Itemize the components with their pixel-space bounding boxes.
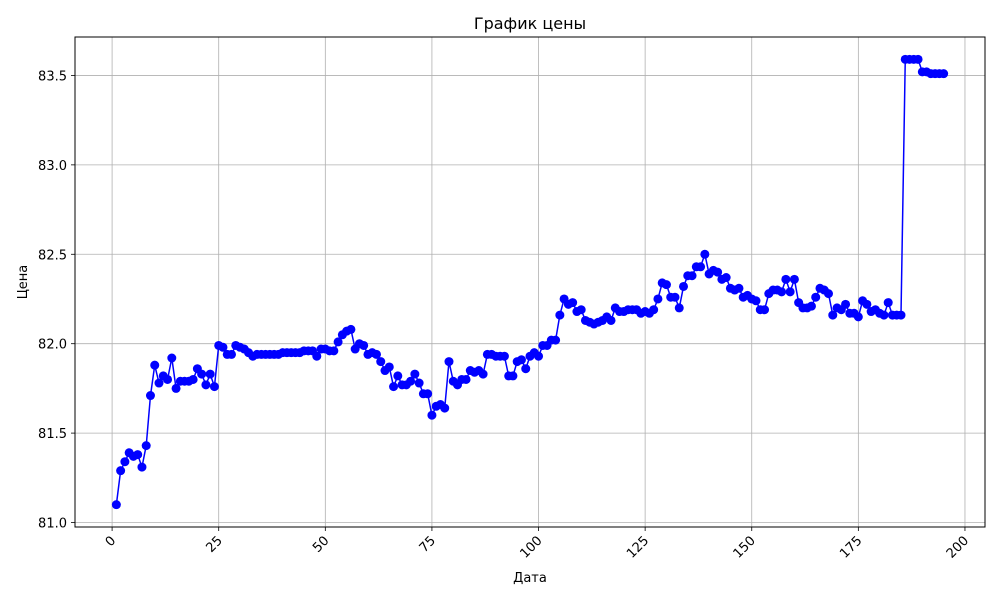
data-point: [576, 305, 586, 315]
data-point: [521, 364, 531, 374]
data-point: [478, 369, 488, 379]
grid: [75, 37, 985, 527]
data-point: [785, 287, 795, 297]
data-point: [167, 353, 177, 363]
data-point: [201, 380, 211, 390]
data-point: [423, 389, 433, 399]
plot-frame: [74, 36, 986, 528]
data-point: [111, 500, 121, 510]
y-axis-label: Цена: [16, 265, 31, 300]
data-point: [777, 287, 787, 297]
data-point: [171, 383, 181, 393]
data-point: [508, 371, 518, 381]
data-point: [781, 274, 791, 284]
data-point: [913, 54, 923, 64]
x-axis-label: Дата: [513, 571, 547, 586]
data-point: [410, 369, 420, 379]
data-point: [427, 410, 437, 420]
y-tick-label: 81.0: [38, 517, 67, 532]
data-point: [551, 335, 561, 345]
chart-title: График цены: [474, 14, 586, 33]
data-point: [406, 376, 416, 386]
data-point: [120, 457, 130, 467]
data-point: [499, 351, 509, 361]
data-point: [534, 351, 544, 361]
data-point: [145, 391, 155, 401]
data-point: [414, 378, 424, 388]
data-point: [444, 357, 454, 367]
data-point: [188, 374, 198, 384]
data-point: [939, 69, 949, 79]
data-point: [359, 340, 369, 350]
data-point: [734, 283, 744, 293]
y-tick-label: 83.0: [38, 159, 67, 174]
data-point: [197, 369, 207, 379]
data-point: [389, 382, 399, 392]
data-point: [883, 298, 893, 308]
data-point: [116, 466, 126, 476]
data-point: [896, 310, 906, 320]
data-point: [661, 280, 671, 290]
y-tick-label: 83.5: [38, 69, 67, 84]
series-points: [111, 54, 949, 510]
data-point: [568, 298, 578, 308]
data-point: [141, 441, 151, 451]
data-point: [841, 299, 851, 309]
data-point: [137, 462, 147, 472]
data-point: [376, 357, 386, 367]
data-point: [806, 301, 816, 311]
data-point: [674, 303, 684, 313]
data-point: [461, 374, 471, 384]
series-price: [111, 54, 949, 510]
y-tick-label: 81.5: [38, 427, 67, 442]
data-point: [862, 299, 872, 309]
data-point: [713, 267, 723, 277]
data-point: [696, 262, 706, 272]
data-point: [163, 374, 173, 384]
data-point: [205, 369, 215, 379]
data-point: [687, 271, 697, 281]
data-point: [133, 450, 143, 460]
y-tick-label: 82.0: [38, 338, 67, 353]
data-point: [828, 310, 838, 320]
data-point: [209, 382, 219, 392]
data-point: [760, 305, 770, 315]
data-point: [555, 310, 565, 320]
data-point: [789, 274, 799, 284]
data-point: [811, 292, 821, 302]
data-point: [329, 346, 339, 356]
data-point: [218, 342, 228, 352]
data-point: [516, 355, 526, 365]
data-point: [333, 337, 343, 347]
y-axis-ticks: 81.0 81.5 82.0 82.5 83.0 83.5: [38, 69, 75, 532]
data-point: [700, 249, 710, 259]
data-point: [150, 360, 160, 370]
data-point: [606, 315, 616, 325]
y-tick-label: 82.5: [38, 248, 67, 263]
data-point: [440, 403, 450, 413]
data-point: [670, 292, 680, 302]
data-point: [853, 312, 863, 322]
data-point: [227, 349, 236, 359]
data-point: [346, 324, 356, 334]
data-point: [649, 305, 659, 315]
data-point: [384, 362, 394, 372]
data-point: [879, 310, 889, 320]
data-point: [312, 351, 322, 361]
data-point: [824, 289, 833, 299]
data-point: [751, 296, 761, 306]
data-point: [721, 273, 731, 283]
data-point: [393, 371, 403, 381]
data-point: [679, 281, 689, 291]
data-point: [154, 378, 164, 388]
data-point: [371, 349, 381, 359]
data-point: [653, 294, 663, 304]
